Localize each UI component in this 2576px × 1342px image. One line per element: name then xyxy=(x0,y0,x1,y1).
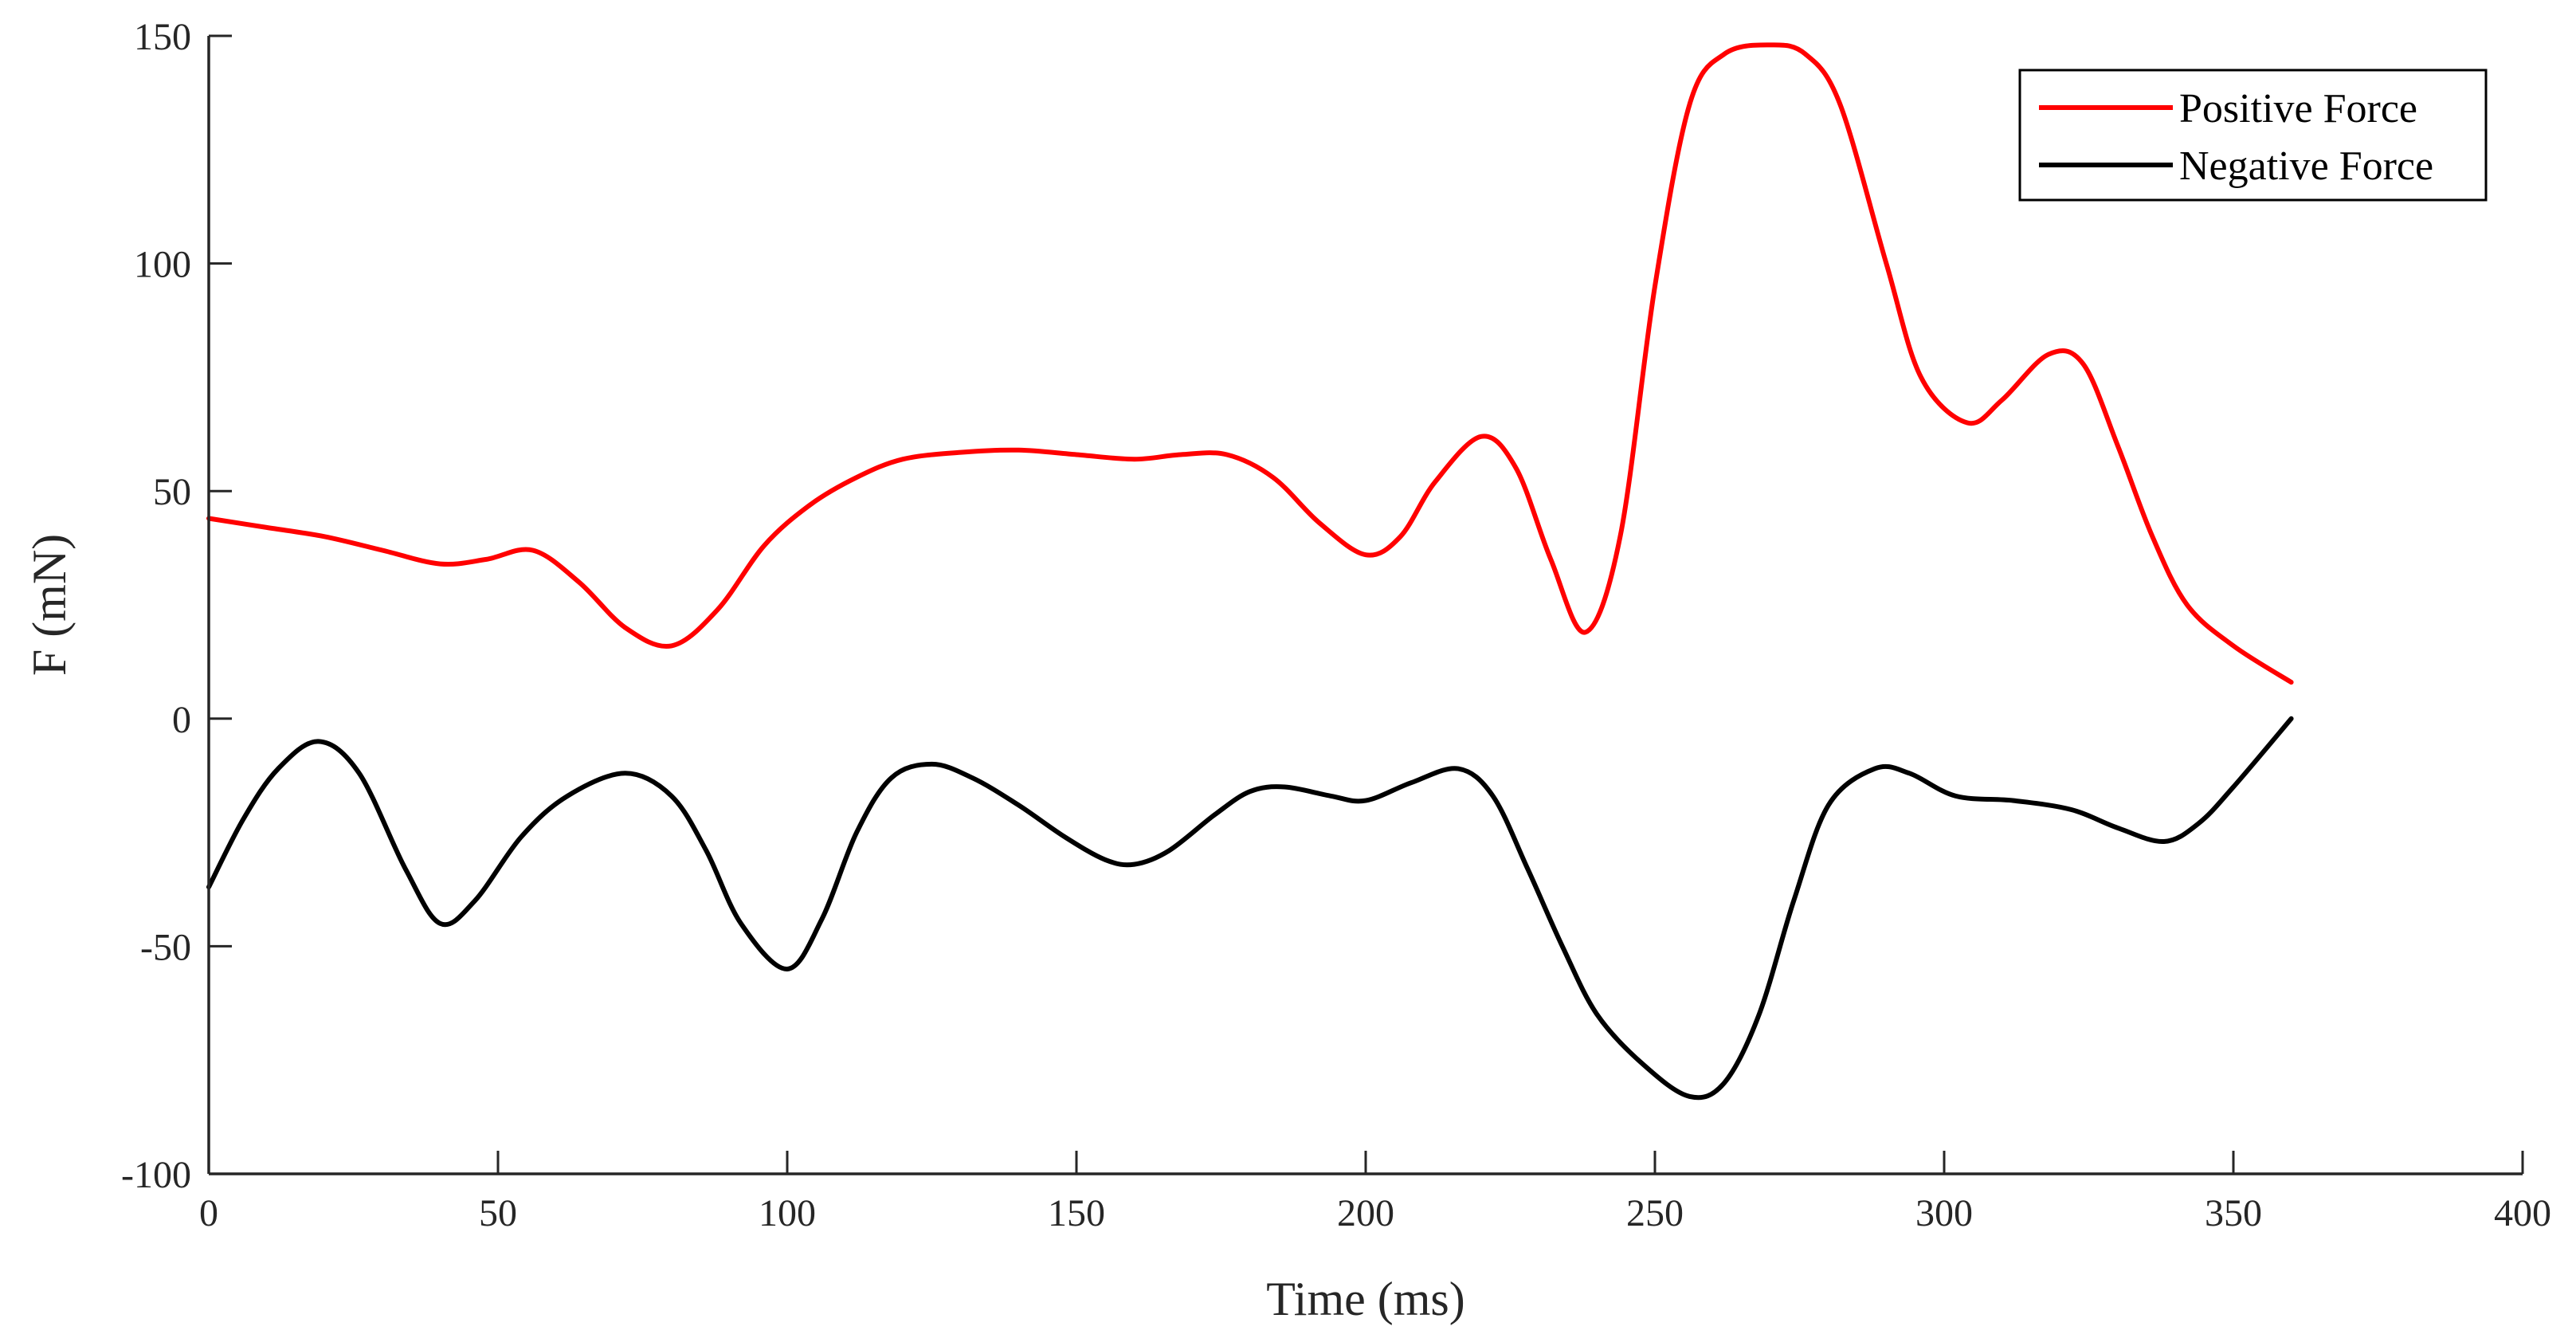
x-tick-label-3: 150 xyxy=(1048,1192,1105,1234)
x-tick-label-0: 0 xyxy=(199,1192,218,1234)
x-tick-label-2: 100 xyxy=(759,1192,816,1234)
y-tick-label-0: -100 xyxy=(121,1154,191,1196)
y-axis-label: F (mN) xyxy=(23,534,76,676)
series-line-1 xyxy=(206,716,2294,1101)
y-tick-label-4: 100 xyxy=(134,244,191,286)
x-tick-label-6: 300 xyxy=(1915,1192,1973,1234)
y-tick-label-1: -50 xyxy=(140,926,191,968)
legend-box xyxy=(2018,69,2488,202)
x-tick-label-8: 400 xyxy=(2494,1192,2551,1234)
x-axis-label: Time (ms) xyxy=(1266,1273,1465,1325)
y-tick-label-3: 50 xyxy=(153,471,191,513)
legend: Positive Force Negative Force xyxy=(2018,69,2488,202)
x-tick-label-7: 350 xyxy=(2205,1192,2262,1234)
legend-label-1: Negative Force xyxy=(2179,143,2433,189)
y-tick-label-5: 150 xyxy=(134,16,191,58)
x-tick-label-1: 50 xyxy=(479,1192,517,1234)
series-layer xyxy=(206,42,2294,1101)
axes: 0 50 100 150 200 250 300 350 400 -100 -50 0 50 100 150 xyxy=(121,16,2551,1234)
legend-label-0: Positive Force xyxy=(2179,86,2417,131)
x-tick-label-5: 250 xyxy=(1626,1192,1684,1234)
series-line-0 xyxy=(206,42,2294,685)
x-tick-label-4: 200 xyxy=(1337,1192,1394,1234)
y-tick-label-2: 0 xyxy=(172,699,191,741)
